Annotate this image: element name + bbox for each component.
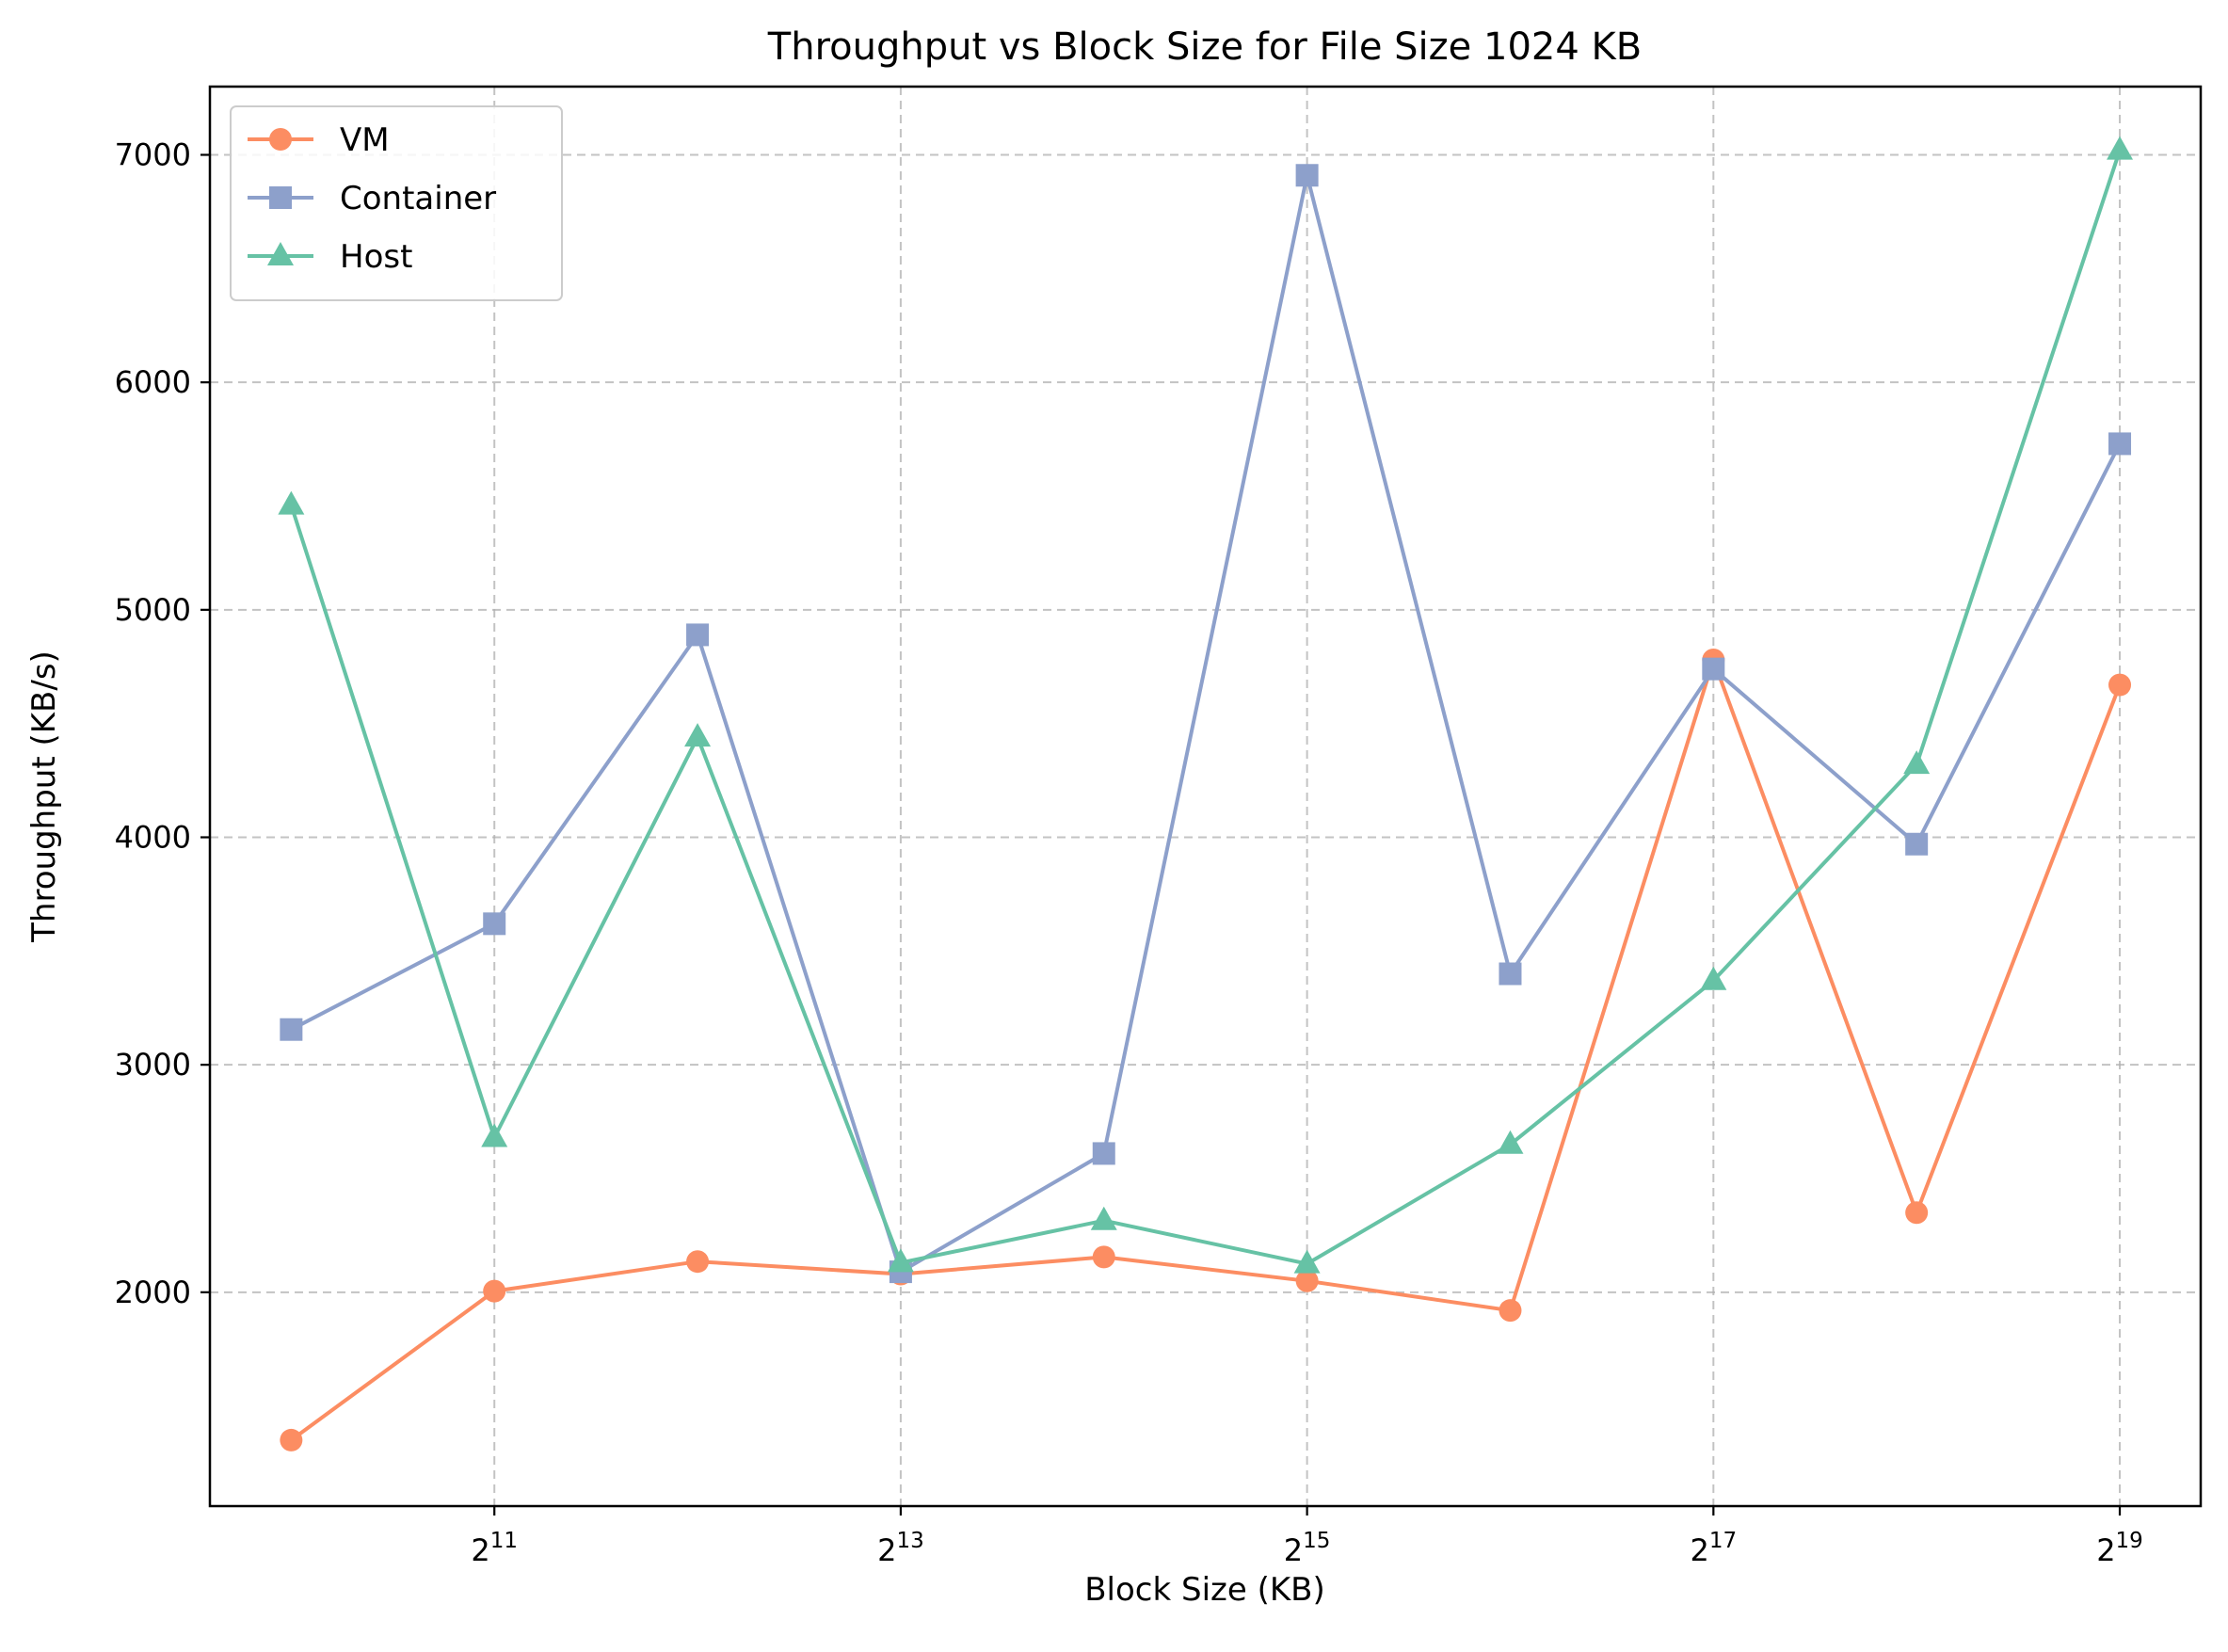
data-point-container xyxy=(1092,1142,1115,1165)
data-point-host xyxy=(887,1248,914,1273)
x-tick-label: 215 xyxy=(1284,1529,1331,1568)
data-point-host xyxy=(684,723,712,747)
x-tick-label-exponent: 13 xyxy=(896,1529,923,1553)
x-axis-title: Block Size (KB) xyxy=(1084,1571,1325,1609)
data-point-host xyxy=(481,1123,508,1147)
data-point-vm xyxy=(2108,673,2132,697)
x-tick-label: 219 xyxy=(2096,1529,2143,1568)
series-line-container xyxy=(290,173,2122,1275)
y-axis-title: Throughput (KB/s) xyxy=(25,650,63,943)
x-tick-label-base: 2 xyxy=(471,1532,489,1568)
data-point-vm xyxy=(483,1279,506,1303)
data-point-vm xyxy=(280,1428,303,1452)
legend-entry-vm: VM xyxy=(248,121,390,159)
legend-entry-container: Container xyxy=(248,180,496,217)
y-tick-label: 3000 xyxy=(115,1047,191,1083)
legend-box xyxy=(230,105,563,301)
x-tick-label-base: 2 xyxy=(1284,1532,1303,1568)
x-tick-label-base: 2 xyxy=(2096,1532,2115,1568)
y-tick-label: 5000 xyxy=(115,592,191,628)
data-point-container xyxy=(1905,832,1929,856)
data-point-host xyxy=(1700,966,1727,990)
x-tick-label: 217 xyxy=(1690,1529,1737,1568)
legend: VM Container Host xyxy=(230,105,563,301)
y-tick-label: 7000 xyxy=(115,137,191,173)
data-point-vm xyxy=(686,1250,710,1274)
data-point-container xyxy=(483,912,506,936)
data-point-container xyxy=(686,623,710,647)
x-tick-label-base: 2 xyxy=(877,1532,896,1568)
legend-label-vm: VM xyxy=(340,121,390,159)
legend-marker-host xyxy=(267,242,294,265)
data-point-vm xyxy=(1905,1201,1929,1225)
data-point-vm xyxy=(1295,1269,1319,1292)
series-host xyxy=(278,136,2134,1274)
data-point-container xyxy=(1702,657,1725,681)
legend-entry-host: Host xyxy=(248,238,412,276)
data-point-host xyxy=(1903,750,1931,775)
y-tick-label: 4000 xyxy=(115,820,191,856)
y-axis-ticks: 2000 3000 4000 5000 6000 7000 xyxy=(115,137,210,1310)
data-point-vm xyxy=(1499,1299,1522,1323)
y-tick-label: 6000 xyxy=(115,364,191,400)
data-point-host xyxy=(2107,136,2134,160)
legend-label-container: Container xyxy=(340,180,496,217)
plot-frame xyxy=(208,85,2203,1508)
chart-title: Throughput vs Block Size for File Size 1… xyxy=(767,25,1642,69)
data-point-host xyxy=(1293,1249,1321,1274)
x-tick-label: 211 xyxy=(471,1529,518,1568)
x-axis-ticks: 211 213 215 217 219 xyxy=(471,1506,2143,1568)
data-point-container xyxy=(1295,164,1319,187)
data-point-host xyxy=(1090,1206,1117,1230)
data-point-host xyxy=(278,490,305,515)
x-tick-label-exponent: 15 xyxy=(1303,1529,1330,1553)
legend-marker-container xyxy=(269,186,292,209)
data-point-host xyxy=(1497,1130,1524,1154)
data-point-container xyxy=(1499,962,1522,986)
y-tick-label: 2000 xyxy=(115,1275,191,1310)
series-line-host xyxy=(289,150,2122,1266)
data-point-container xyxy=(280,1018,303,1041)
x-tick-label-exponent: 19 xyxy=(2116,1529,2143,1553)
data-point-container xyxy=(2108,432,2132,456)
x-tick-label: 213 xyxy=(877,1529,924,1568)
data-series xyxy=(278,136,2134,1452)
series-line-vm xyxy=(290,658,2122,1442)
legend-label-host: Host xyxy=(340,238,412,276)
legend-marker-vm xyxy=(269,128,292,151)
data-point-vm xyxy=(1092,1245,1115,1269)
x-tick-label-base: 2 xyxy=(1690,1532,1708,1568)
x-tick-label-exponent: 17 xyxy=(1709,1529,1737,1553)
x-tick-label-exponent: 11 xyxy=(490,1529,518,1553)
